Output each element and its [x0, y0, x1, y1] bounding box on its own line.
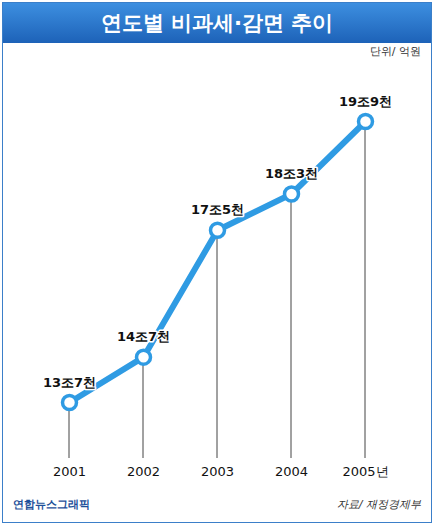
svg-text:2005년: 2005년: [342, 464, 388, 479]
html-text:연합뉴스그래픽: 연합뉴스그래픽: [13, 498, 90, 511]
svg-text:14조7천: 14조7천: [117, 329, 170, 344]
svg-text:2001: 2001: [53, 464, 86, 479]
svg-text:2002: 2002: [127, 464, 160, 479]
html-text:단위/ 억원: 단위/ 억원: [369, 45, 421, 58]
svg-text:17조5천: 17조5천: [191, 202, 244, 217]
svg-text:13조7천: 13조7천: [43, 375, 96, 390]
svg-text:19조9천: 19조9천: [339, 94, 392, 109]
svg-text:18조3천: 18조3천: [265, 166, 318, 181]
svg-text:2003: 2003: [201, 464, 234, 479]
html-text:자료/ 재정경제부: 자료/ 재정경제부: [336, 498, 421, 511]
html-text:연도별 비과세·감면 추이: 연도별 비과세·감면 추이: [100, 11, 334, 35]
svg-text:2004: 2004: [275, 464, 308, 479]
